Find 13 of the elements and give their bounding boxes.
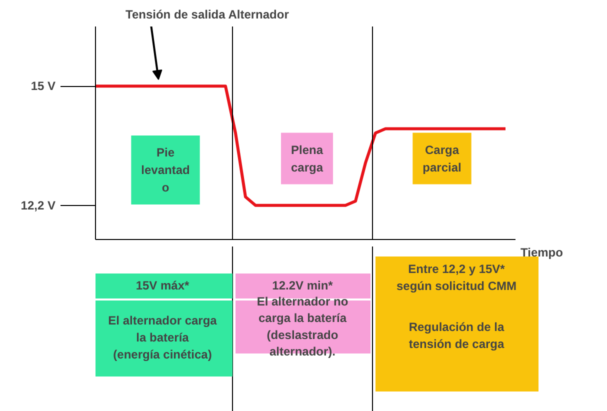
annotation: Pie levantad o (141, 146, 190, 194)
text: 15V máx* (136, 278, 190, 292)
chart-title: Tensión de salida Alternador (126, 8, 290, 22)
text: 12.2V min* (272, 278, 334, 292)
y-tick-label: 15 V (30, 79, 56, 94)
x-axis-title: Tiempo (520, 246, 563, 260)
text: Entre 12,2 y 15V* según solicitud CMM (396, 262, 517, 293)
text: Regulación de la tensión de carga (408, 320, 505, 351)
annotation: Plena carga (290, 142, 324, 174)
text: El alternador no carga la batería (deslastrado alternador). (256, 294, 348, 359)
y-tick-label: 12,2 V (20, 198, 56, 212)
annotation: Carga parcial (422, 142, 462, 174)
text: El alternador carga la batería (energía cinética) (108, 314, 218, 362)
